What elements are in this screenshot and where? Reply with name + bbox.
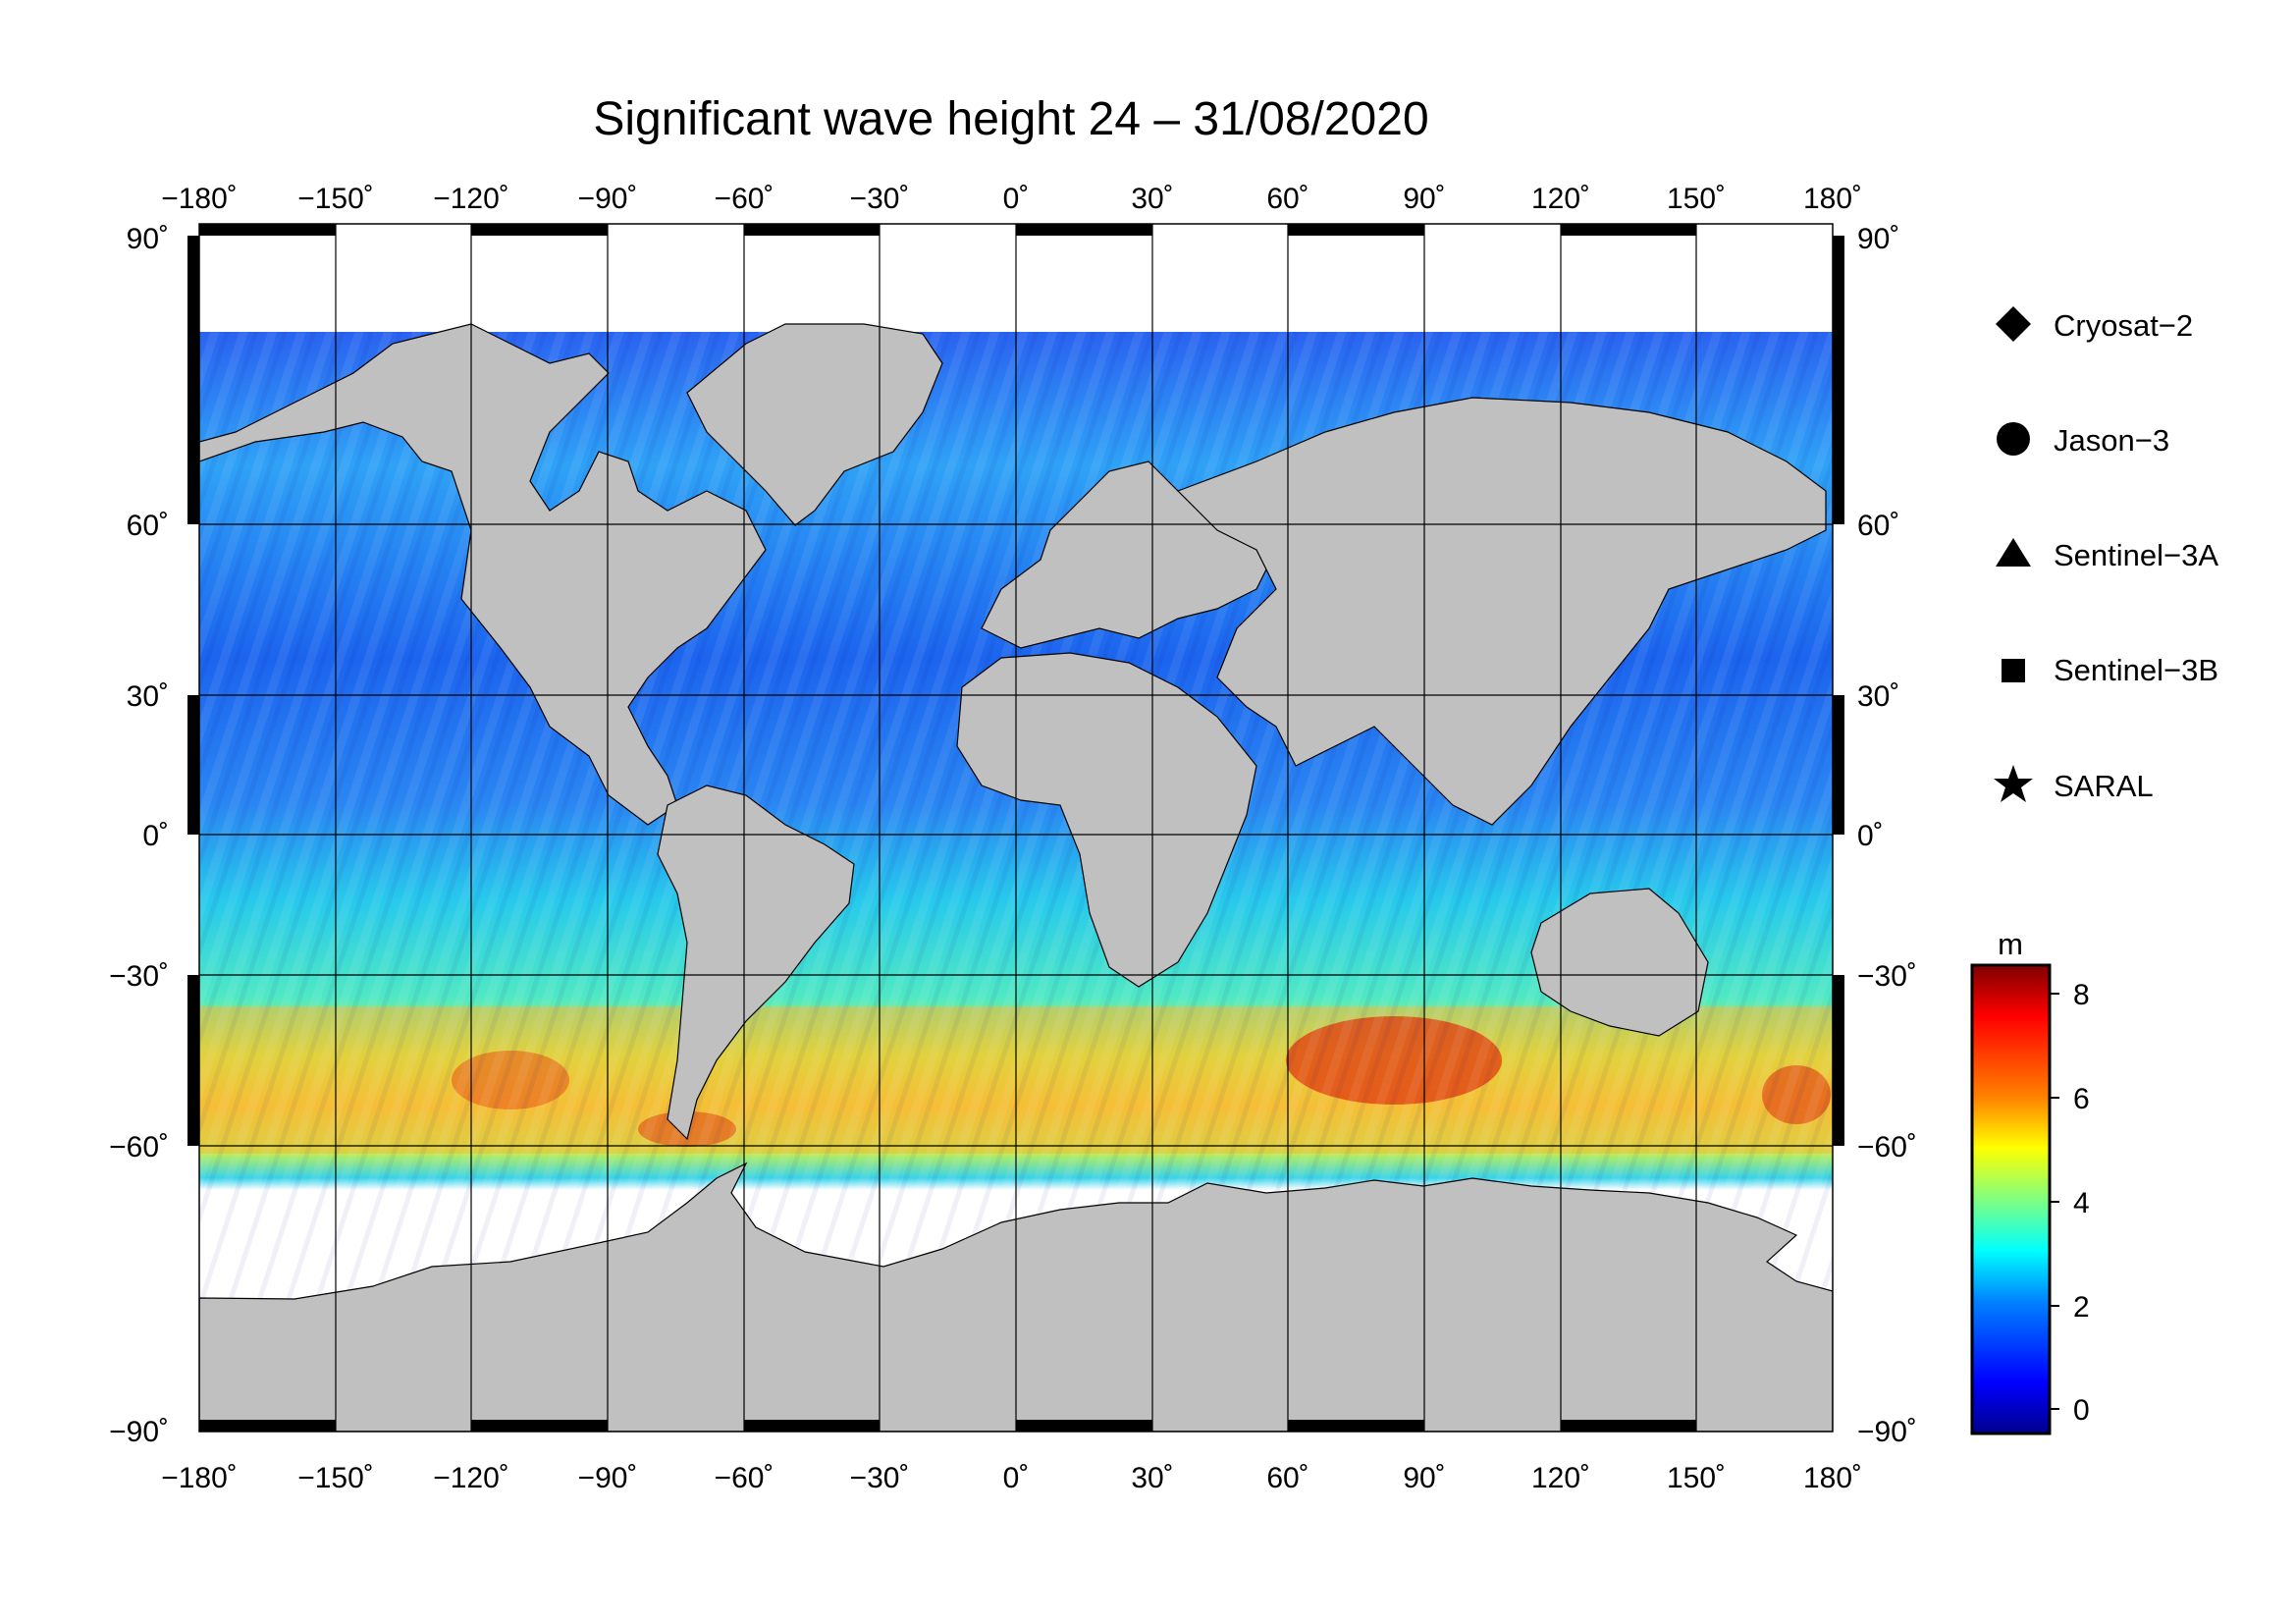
lon-tick-bottom: −180˚ [161,1462,238,1494]
lon-ticks-bottom: −180˚ −150˚ −120˚ −90˚ −60˚ −30˚ 0˚ 30˚ … [161,1462,1862,1494]
lon-tick-bottom: 60˚ [1266,1462,1308,1494]
lat-tick-left: 30˚ [127,680,169,713]
lon-tick-top: −30˚ [850,183,910,215]
lat-tick-left: −90˚ [109,1416,169,1448]
satellite-legend: Cryosat−2 Jason−3 Sentinel−3A Sentinel−3… [1994,306,2218,803]
lon-tick-top: 90˚ [1403,183,1445,215]
lat-tick-right: −30˚ [1857,960,1917,993]
land-australia [1530,888,1709,1037]
legend-item-saral: SARAL [1994,765,2154,803]
lon-tick-bottom: −150˚ [297,1462,374,1494]
frame-checker-vertical [187,236,1844,1146]
lat-tick-right: −90˚ [1857,1416,1917,1448]
colorbar-tick-marks [2050,993,2059,1410]
frame-checker-horizontal [199,224,1696,1432]
colorbar-unit: m [1998,927,2023,961]
lat-tick-left: −30˚ [109,960,169,993]
chart-title: Significant wave height 24 – 31/08/2020 [593,93,1428,145]
lon-tick-top: −120˚ [433,183,509,215]
lat-tick-right: 90˚ [1857,223,1899,255]
legend-label: Sentinel−3B [2054,653,2218,687]
lat-tick-left: −60˚ [109,1131,169,1163]
lon-tick-top: 150˚ [1667,183,1726,215]
lon-tick-bottom: 180˚ [1803,1462,1862,1494]
lon-tick-bottom: −30˚ [850,1462,910,1494]
lat-tick-left: 90˚ [127,223,169,255]
legend-label: SARAL [2054,769,2154,803]
star-icon [1994,765,2033,802]
lon-tick-bottom: −90˚ [578,1462,638,1494]
square-icon [2002,659,2025,682]
lon-ticks-top: −180˚ −150˚ −120˚ −90˚ −60˚ −30˚ 0˚ 30˚ … [161,183,1862,215]
lon-tick-top: 60˚ [1266,183,1308,215]
lat-ticks-right: 90˚ 60˚ 30˚ 0˚ −30˚ −60˚ −90˚ [1857,223,1917,1448]
lat-tick-left: 0˚ [142,820,169,852]
lat-tick-left: 60˚ [127,510,169,542]
diamond-icon [1996,306,2031,342]
lon-tick-bottom: 30˚ [1131,1462,1173,1494]
colorbar-tick: 4 [2073,1187,2090,1219]
legend-label: Cryosat−2 [2054,308,2193,343]
lat-tick-right: 60˚ [1857,510,1899,542]
colorbar-tick: 8 [2073,979,2090,1011]
lon-tick-top: 30˚ [1131,183,1173,215]
legend-label: Jason−3 [2054,423,2169,458]
colorbar: m 8 6 4 2 0 [1970,927,2090,1435]
lon-tick-bottom: −120˚ [433,1462,509,1494]
land-south-america [657,784,855,1141]
land-greenland [686,323,943,526]
lat-tick-right: −60˚ [1857,1131,1917,1163]
land-asia [1176,397,1827,826]
legend-item-jason: Jason−3 [1997,422,2169,458]
colorbar-tick: 6 [2073,1083,2090,1115]
colorbar-tick: 0 [2073,1394,2090,1427]
map-panel: −180˚ −150˚ −120˚ −90˚ −60˚ −30˚ 0˚ 30˚ … [109,183,1917,1494]
colorbar-gradient [1970,963,2052,1435]
graticule [199,224,1833,1432]
legend-item-cryosat: Cryosat−2 [1996,306,2193,343]
lon-tick-top: −180˚ [161,183,238,215]
legend-item-sentinel-3b: Sentinel−3B [2002,653,2218,687]
lat-ticks-left: 90˚ 60˚ 30˚ 0˚ −30˚ −60˚ −90˚ [109,223,169,1448]
legend-item-sentinel-3a: Sentinel−3A [1996,538,2218,572]
lon-tick-top: −60˚ [715,183,774,215]
triangle-icon [1996,538,2031,567]
colorbar-tick: 2 [2073,1291,2090,1324]
lat-tick-right: 0˚ [1857,820,1884,852]
lon-tick-bottom: 90˚ [1403,1462,1445,1494]
lon-tick-top: 0˚ [1003,183,1030,215]
lon-tick-top: 180˚ [1803,183,1862,215]
legend-label: Sentinel−3A [2054,538,2218,572]
lon-tick-top: 120˚ [1531,183,1590,215]
lat-tick-right: 30˚ [1857,680,1899,713]
land-north-america [199,323,767,826]
lon-tick-top: −90˚ [578,183,638,215]
land-africa [956,652,1257,988]
lon-tick-top: −150˚ [297,183,374,215]
lon-tick-bottom: 120˚ [1531,1462,1590,1494]
lon-tick-bottom: 150˚ [1667,1462,1726,1494]
lon-tick-bottom: 0˚ [1003,1462,1030,1494]
circle-icon [1997,422,2030,456]
lon-tick-bottom: −60˚ [715,1462,774,1494]
